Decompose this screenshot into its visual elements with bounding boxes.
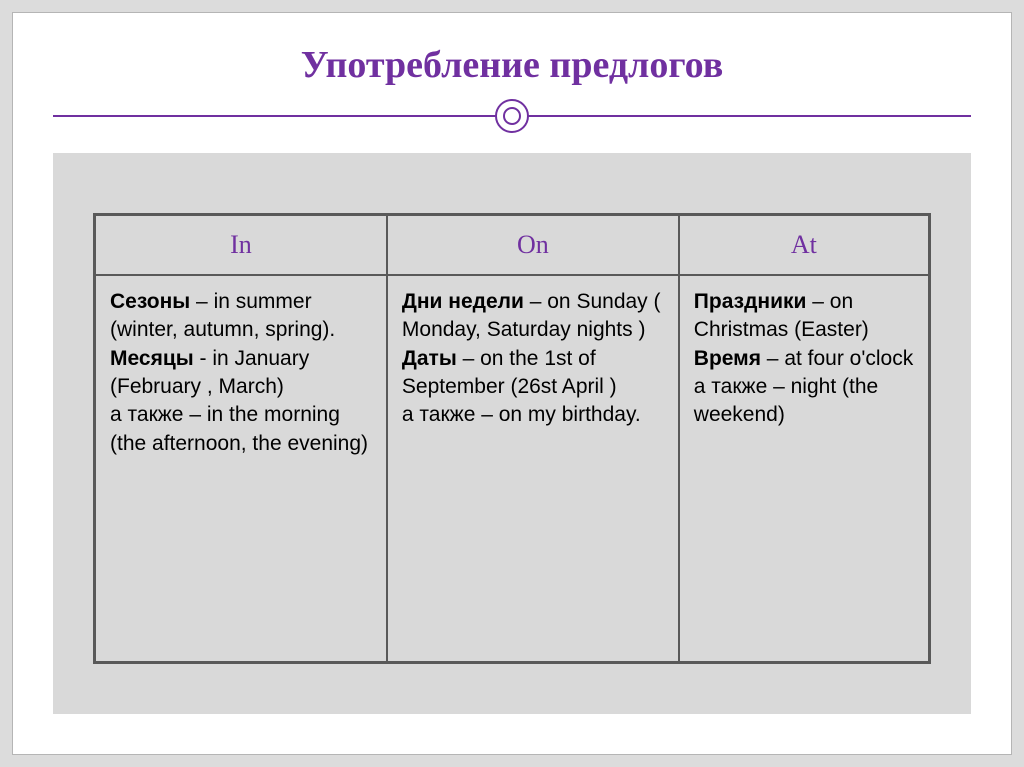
holidays-label: Праздники (694, 290, 807, 313)
prepositions-table: In On At Сезоны – in summer (winter, aut… (93, 213, 931, 664)
in-also-text: а также – in the morning (the afternoon,… (110, 403, 368, 454)
header-at: At (679, 215, 929, 275)
seasons-label: Сезоны (110, 290, 190, 313)
title-divider (13, 97, 1011, 147)
dates-label: Даты (402, 347, 457, 370)
slide-title: Употребление предлогов (13, 13, 1011, 97)
cell-at: Праздники – on Christmas (Easter) Время … (679, 275, 929, 662)
slide: Употребление предлогов In On At Сезоны –… (12, 12, 1012, 755)
time-label: Время (694, 347, 761, 370)
header-on: On (387, 215, 679, 275)
table-header-row: In On At (95, 215, 929, 275)
divider-circle-inner (503, 107, 521, 125)
header-in: In (95, 215, 387, 275)
on-also-text: а также – on my birthday. (402, 403, 641, 426)
cell-on: Дни недели – on Sunday ( Monday, Saturda… (387, 275, 679, 662)
content-background: In On At Сезоны – in summer (winter, aut… (53, 153, 971, 714)
months-label: Месяцы (110, 347, 194, 370)
days-label: Дни недели (402, 290, 524, 313)
table-body-row: Сезоны – in summer (winter, autumn, spri… (95, 275, 929, 662)
cell-in: Сезоны – in summer (winter, autumn, spri… (95, 275, 387, 662)
